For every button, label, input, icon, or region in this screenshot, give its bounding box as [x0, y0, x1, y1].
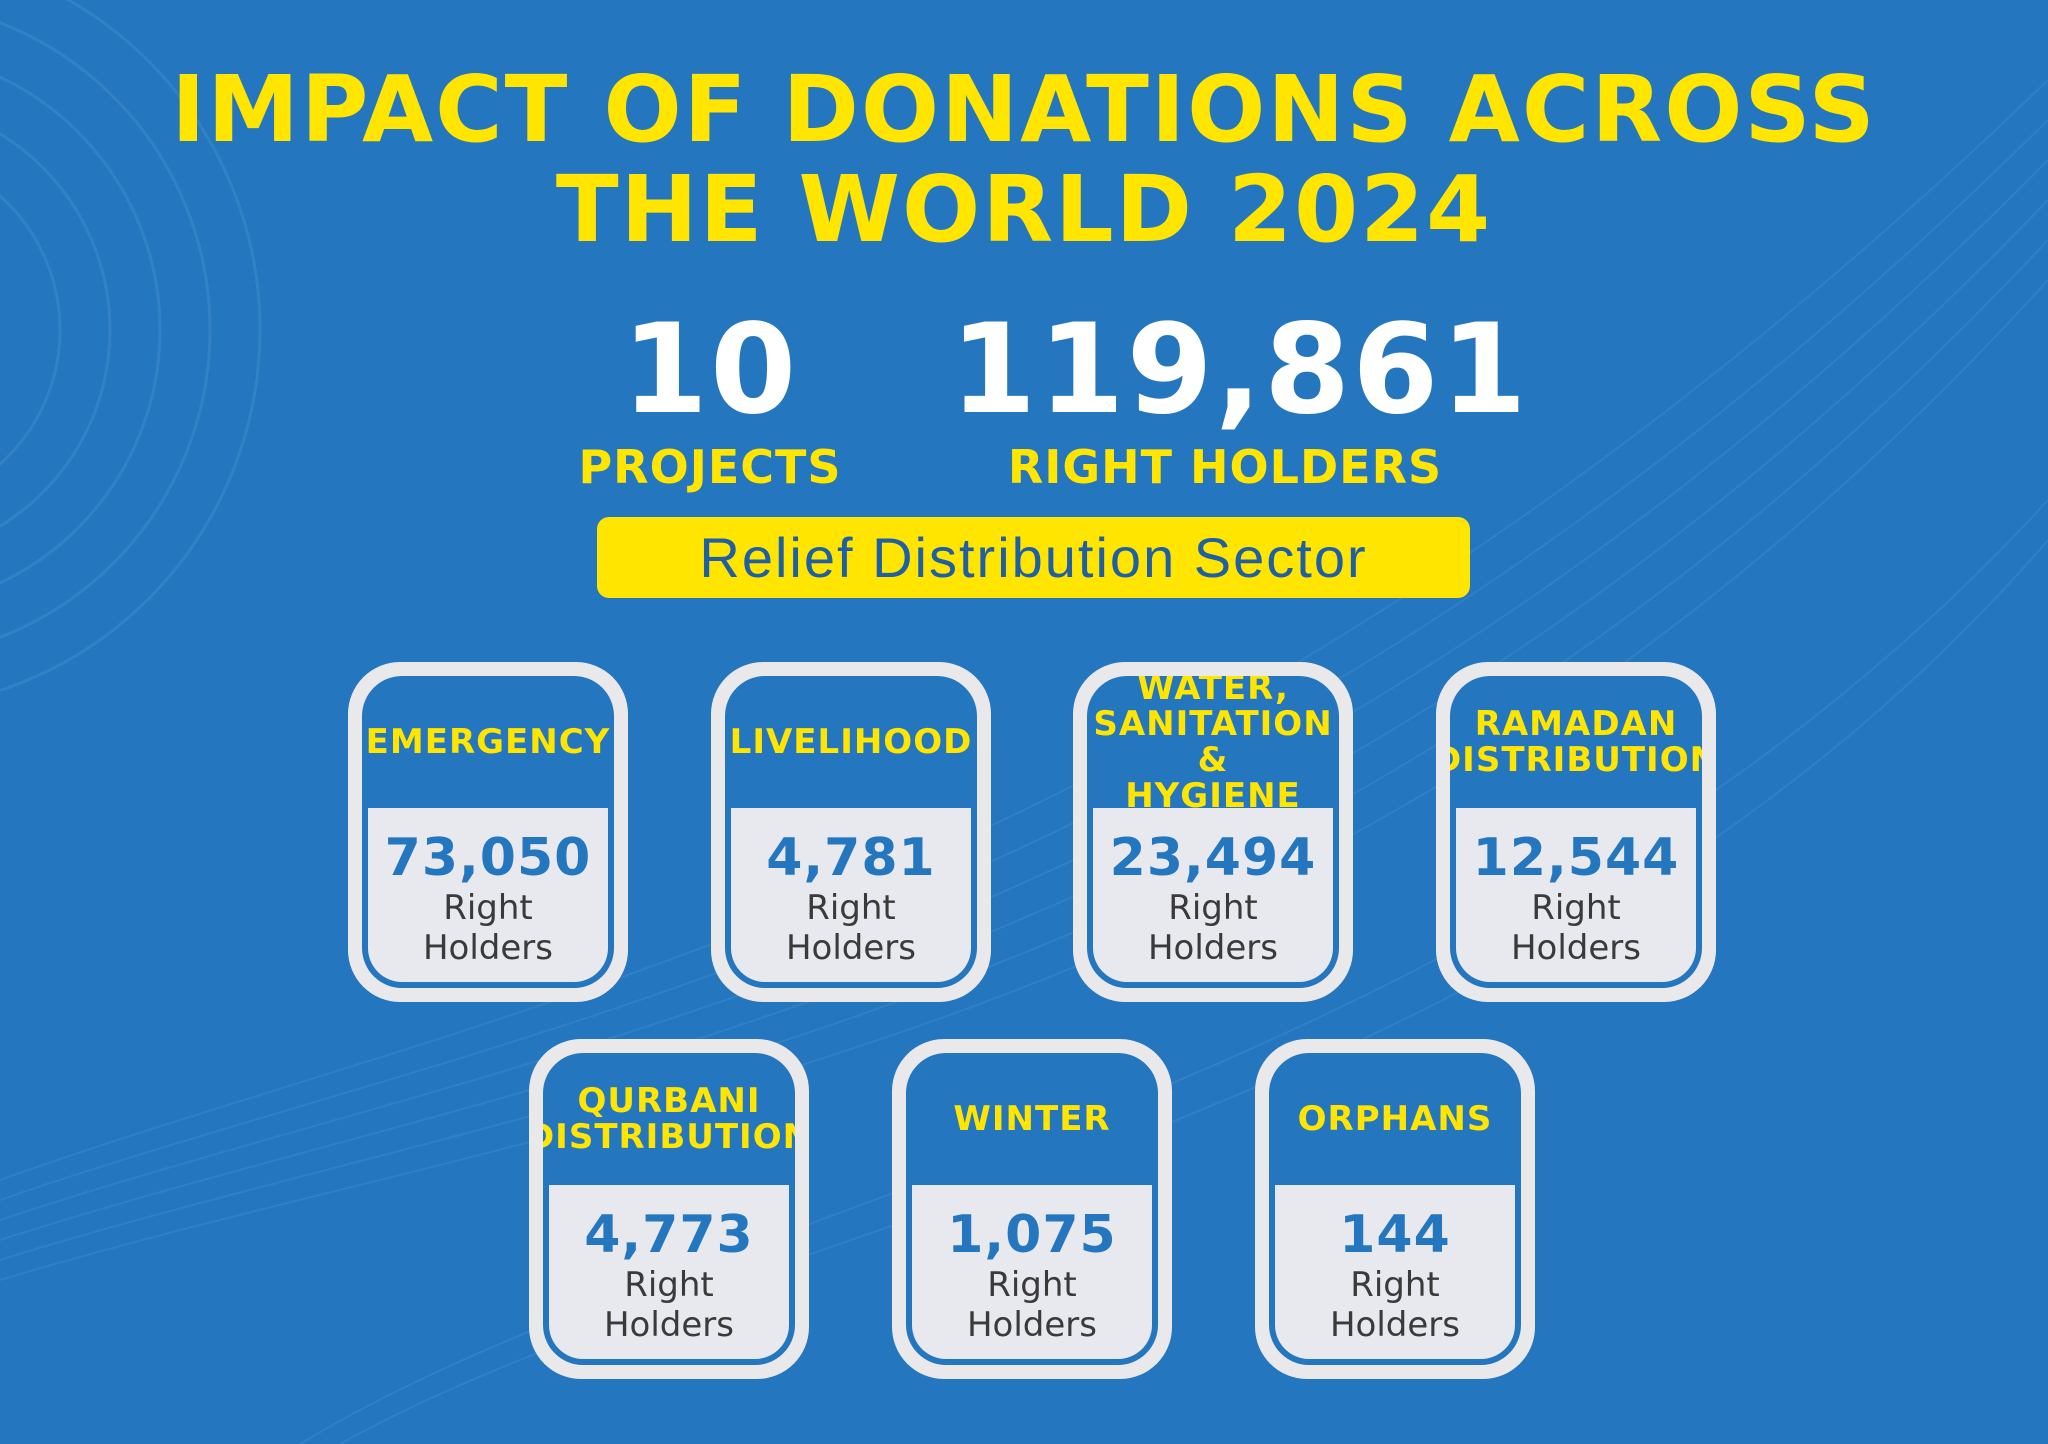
card-value: 144 [1339, 1205, 1451, 1265]
card-unit: Holders [785, 928, 916, 968]
card-value: 12,544 [1472, 828, 1680, 888]
title-line-1: IMPACT OF DONATIONS ACROSS [171, 56, 1877, 163]
right-holders-stat: 119,861 RIGHT HOLDERS [950, 298, 1529, 494]
projects-label: PROJECTS [578, 440, 842, 494]
card-unit: Right [806, 888, 896, 928]
card-unit: Right [1531, 888, 1621, 928]
card-title: WATER, SANITATION & HYGIENE [1093, 676, 1333, 816]
card-ramadan-distribution: RAMADAN DISTRIBUTION 12,544 Right Holder… [1436, 662, 1716, 1002]
page-title: IMPACT OF DONATIONS ACROSS THE WORLD 202… [0, 60, 2048, 260]
card-title: ORPHANS [1297, 1099, 1493, 1139]
projects-stat: 10 PROJECTS [560, 308, 860, 492]
card-orphans: ORPHANS 144 Right Holders [1255, 1039, 1535, 1379]
card-value: 1,075 [947, 1205, 1117, 1265]
card-unit: Holders [1510, 928, 1641, 968]
projects-count: 10 [621, 298, 799, 442]
card-unit: Holders [422, 928, 553, 968]
card-unit: Right [443, 888, 533, 928]
card-unit: Holders [1329, 1305, 1460, 1345]
card-title: EMERGENCY [365, 722, 611, 762]
card-livelihood: LIVELIHOOD 4,781 Right Holders [711, 662, 991, 1002]
card-unit: Right [987, 1265, 1077, 1305]
card-winter: WINTER 1,075 Right Holders [892, 1039, 1172, 1379]
card-value: 73,050 [384, 828, 592, 888]
sector-banner: Relief Distribution Sector [597, 517, 1470, 598]
card-value: 4,781 [766, 828, 936, 888]
card-title: WINTER [953, 1099, 1111, 1139]
card-unit: Right [1350, 1265, 1440, 1305]
right-holders-count: 119,861 [950, 298, 1529, 442]
sector-label: Relief Distribution Sector [699, 526, 1368, 589]
card-title: LIVELIHOOD [729, 722, 973, 762]
card-value: 23,494 [1109, 828, 1317, 888]
card-unit: Holders [603, 1305, 734, 1345]
card-qurbani-distribution: QURBANI DISTRIBUTION 4,773 Right Holders [529, 1039, 809, 1379]
card-title: RAMADAN DISTRIBUTION [1450, 704, 1702, 780]
card-title: QURBANI DISTRIBUTION [543, 1081, 795, 1157]
card-unit: Right [624, 1265, 714, 1305]
title-line-2: THE WORLD 2024 [555, 156, 1493, 263]
card-value: 4,773 [584, 1205, 754, 1265]
card-emergency: EMERGENCY 73,050 Right Holders [348, 662, 628, 1002]
card-water-sanitation-hygiene: WATER, SANITATION & HYGIENE 23,494 Right… [1073, 662, 1353, 1002]
card-unit: Holders [966, 1305, 1097, 1345]
card-unit: Right [1168, 888, 1258, 928]
right-holders-label: RIGHT HOLDERS [1007, 440, 1443, 494]
card-unit: Holders [1147, 928, 1278, 968]
